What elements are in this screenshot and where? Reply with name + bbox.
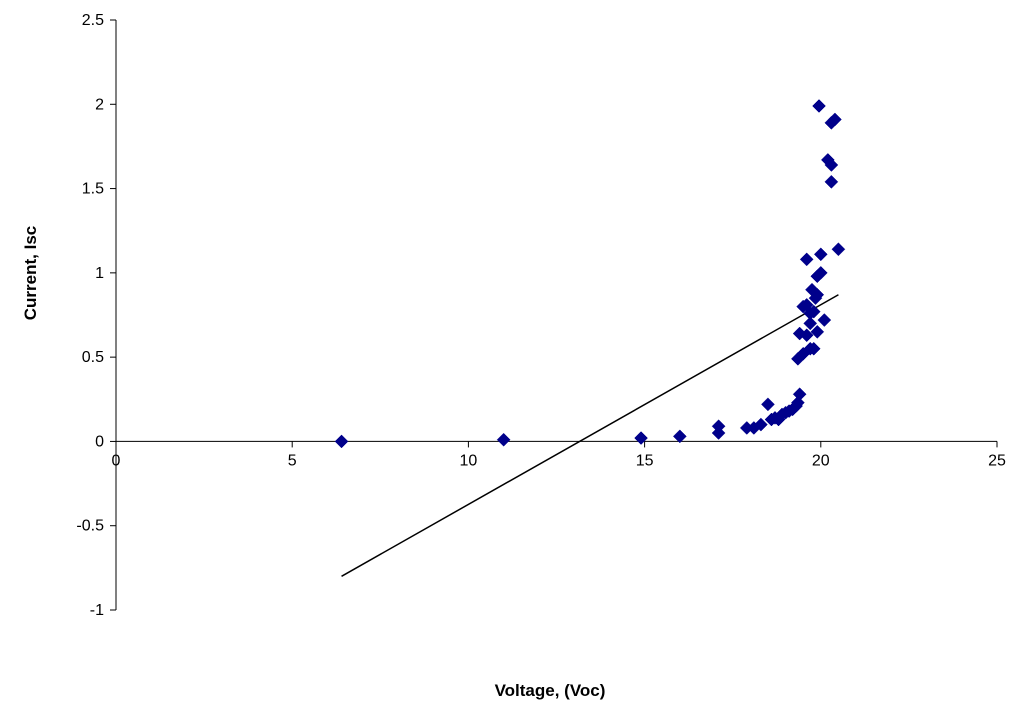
y-tick-label: -0.5 <box>76 518 104 535</box>
x-tick-label: 10 <box>460 452 478 469</box>
x-tick-label: 5 <box>288 452 297 469</box>
data-point <box>812 99 826 113</box>
y-tick-label: 0.5 <box>82 349 104 366</box>
data-point <box>754 417 768 432</box>
data-point <box>810 287 825 302</box>
data-point <box>799 252 814 267</box>
data-point <box>817 313 832 327</box>
y-tick-label: 1 <box>95 265 104 282</box>
data-point <box>813 266 828 280</box>
tick-labels: -1 -0.5 0 0.5 1 1.5 2 2.5 0 5 10 15 20 25 <box>76 12 1006 619</box>
x-tick-label: 25 <box>988 452 1006 469</box>
y-tick-label: 0 <box>95 433 104 450</box>
data-point <box>828 112 842 127</box>
data-point <box>810 325 825 339</box>
data-point <box>334 434 349 449</box>
data-point <box>813 247 828 262</box>
data-point <box>820 153 835 167</box>
x-tick-label: 0 <box>112 452 121 469</box>
data-point <box>634 431 648 445</box>
data-point <box>806 304 821 319</box>
data-point <box>761 397 775 412</box>
y-tick-label: 1.5 <box>82 181 104 198</box>
data-point <box>799 328 814 343</box>
data-point <box>496 432 511 447</box>
data-point <box>803 316 818 331</box>
data-point <box>824 174 839 189</box>
x-tick-label: 15 <box>636 452 654 469</box>
data-point <box>672 429 687 444</box>
data-point <box>831 242 846 257</box>
trendline <box>341 294 839 577</box>
y-tick-label: 2.5 <box>82 12 104 29</box>
x-axis-title: Voltage, (Voc) <box>495 681 606 700</box>
y-tick-label: -1 <box>90 602 104 619</box>
y-axis-title: Current, Isc <box>21 226 40 320</box>
y-tick-label: 2 <box>95 96 104 113</box>
data-point <box>711 419 726 434</box>
x-tick-label: 20 <box>812 452 830 469</box>
axes <box>110 19 998 611</box>
data-point <box>806 341 821 356</box>
data-points <box>334 99 846 449</box>
trendline-layer <box>341 294 839 577</box>
data-point <box>792 387 807 402</box>
